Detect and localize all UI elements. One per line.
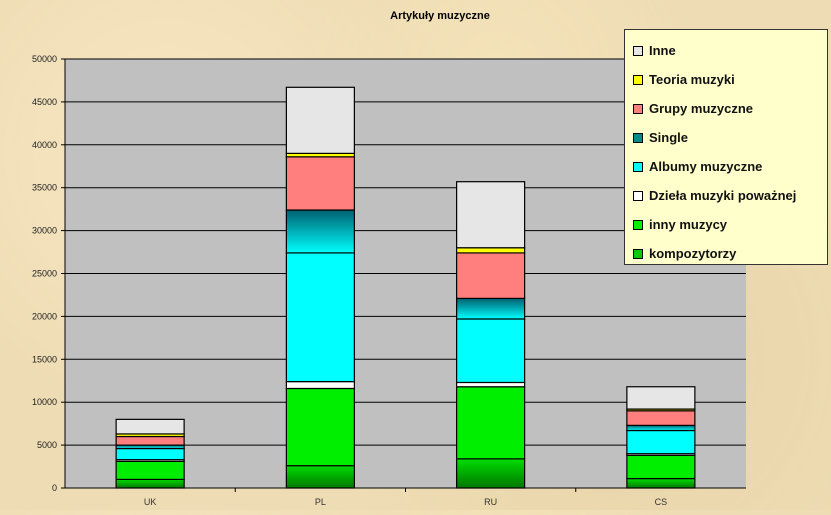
y-tick-label: 20000: [32, 311, 57, 321]
bar-segment: [285, 156, 355, 211]
y-tick-label: 10000: [32, 397, 57, 407]
bar-segment: [115, 418, 185, 435]
legend-label: Dzieła muzyki poważnej: [649, 188, 797, 203]
legend-label: Teoria muzyki: [649, 72, 735, 87]
bar-segment: [285, 209, 355, 254]
legend-swatch: [633, 219, 643, 230]
x-tick-label: UK: [144, 497, 157, 507]
legend-swatch: [633, 45, 643, 56]
legend-swatch: [633, 190, 643, 201]
y-tick-label: 5000: [37, 440, 57, 450]
y-tick-label: 35000: [32, 183, 57, 193]
bar-segment: [285, 86, 355, 154]
legend-item: Albumy muzyczne: [633, 152, 827, 181]
bar-segment: [456, 247, 526, 254]
y-tick-label: 15000: [32, 354, 57, 364]
x-tick-label: RU: [484, 497, 497, 507]
bar-segment: [115, 435, 185, 446]
bar-segment: [626, 477, 696, 489]
legend-item: inny muzycy: [633, 210, 827, 239]
legend-label: Inne: [649, 43, 676, 58]
bar-segment: [626, 429, 696, 455]
legend-item: kompozytorzy: [633, 239, 827, 268]
bar-segment: [456, 252, 526, 299]
legend-item: Single: [633, 123, 827, 152]
bar-segment: [285, 381, 355, 390]
bar-segment: [456, 458, 526, 489]
bar-segment: [626, 386, 696, 410]
bar-segment: [285, 465, 355, 489]
bar-segment: [456, 381, 526, 388]
legend-swatch: [633, 103, 643, 114]
bar-segment: [115, 460, 185, 481]
legend-label: Albumy muzyczne: [649, 159, 763, 174]
bar-segment: [115, 478, 185, 489]
chart-legend: Inne Teoria muzyki Grupy muzyczne Single Alb…: [624, 29, 828, 265]
y-tick-label: 45000: [32, 97, 57, 107]
legend-swatch: [633, 161, 643, 172]
legend-item: Grupy muzyczne: [633, 94, 827, 123]
bar-segment: [456, 181, 526, 249]
legend-label: inny muzycy: [649, 217, 728, 232]
x-tick-label: CS: [655, 497, 668, 507]
legend-label: Grupy muzyczne: [649, 101, 754, 116]
legend-swatch: [633, 74, 643, 85]
chart-title: Artykuły muzyczne: [390, 10, 490, 22]
y-tick-label: 25000: [32, 269, 57, 279]
x-tick-label: PL: [315, 497, 326, 507]
legend-item: Inne: [633, 36, 827, 65]
bar-segment: [285, 252, 355, 383]
bar-segment: [626, 454, 696, 480]
y-tick-label: 40000: [32, 140, 57, 150]
y-tick-label: 30000: [32, 226, 57, 236]
bar-segment: [285, 387, 355, 467]
legend-label: kompozytorzy: [649, 246, 737, 261]
bar-segment: [456, 318, 526, 384]
legend-swatch: [633, 248, 643, 259]
legend-item: Teoria muzyki: [633, 65, 827, 94]
legend-swatch: [633, 132, 643, 143]
bar-segment: [456, 386, 526, 460]
bar-segment: [626, 410, 696, 426]
legend-item: Dzieła muzyki poważnej: [633, 181, 827, 210]
y-tick-label: 50000: [32, 54, 57, 64]
y-tick-label: 0: [52, 483, 57, 493]
bar-segment: [456, 297, 526, 320]
legend-label: Single: [649, 130, 689, 145]
bar-segment: [115, 447, 185, 461]
bar-segment: [626, 424, 696, 432]
